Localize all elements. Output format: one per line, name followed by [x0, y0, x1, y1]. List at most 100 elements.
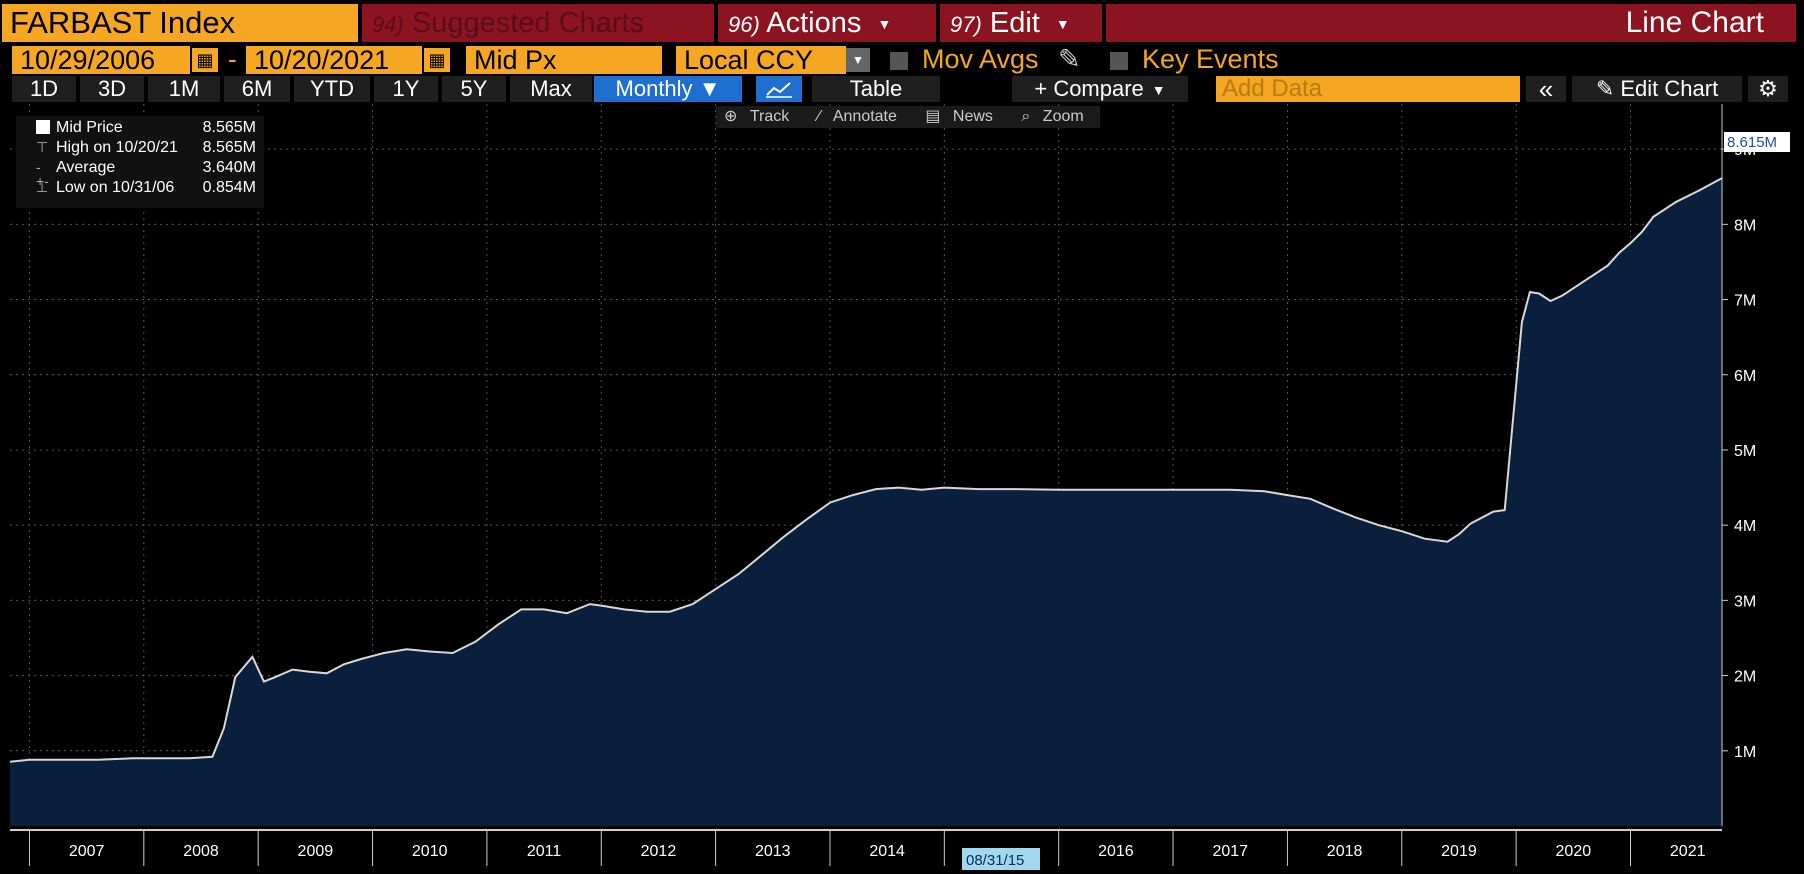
key-events-label[interactable]: Key Events	[1142, 44, 1279, 74]
range-button-max[interactable]: Max	[510, 76, 592, 102]
range-button-5y[interactable]: 5Y	[442, 76, 506, 102]
actions-menu-button[interactable]: 96) Actions ▼	[718, 4, 936, 42]
price-field-select[interactable]: Mid Px	[466, 46, 662, 74]
suggested-charts-num: 94)	[372, 12, 404, 37]
legend-value: 0.854M	[202, 179, 256, 196]
legend-label: High on 10/20/21	[56, 139, 178, 156]
mov-avgs-label[interactable]: Mov Avgs	[922, 44, 1039, 74]
table-view-button[interactable]: Table	[812, 76, 940, 102]
legend-value: 8.565M	[202, 139, 256, 156]
currency-dropdown-icon[interactable]: ▼	[846, 48, 870, 72]
chart-title-bar: Line Chart	[1106, 4, 1796, 42]
high-icon: ⊤	[36, 139, 49, 155]
actions-caret-icon: ▼	[877, 16, 892, 33]
x-tick-label: 2012	[641, 843, 677, 860]
edit-num: 97)	[950, 12, 982, 37]
end-calendar-icon[interactable]: ▦	[424, 48, 450, 72]
y-tick-label: 1M	[1734, 744, 1756, 761]
x-tick-label: 2013	[755, 843, 791, 860]
range-button-6m[interactable]: 6M	[224, 76, 290, 102]
range-button-3d[interactable]: 3D	[80, 76, 144, 102]
y-tick-label: 6M	[1734, 368, 1756, 385]
start-date-field[interactable]: 10/29/2006	[12, 46, 190, 74]
price-area-fill	[10, 178, 1722, 827]
cursor-date-tag: 08/31/15	[962, 848, 1040, 870]
mov-avgs-checkbox[interactable]	[890, 52, 908, 70]
x-tick-label: 2016	[1098, 843, 1134, 860]
x-axis: 2007 2008 2009 2010 2011 2012 2013 2014 2016 2017…	[10, 829, 1722, 866]
x-tick-label: 2007	[69, 843, 105, 860]
key-events-checkbox[interactable]	[1110, 52, 1128, 70]
compare-label: Compare	[1053, 76, 1144, 101]
low-icon: ⊥	[36, 179, 49, 195]
end-date-field[interactable]: 10/20/2021	[246, 46, 422, 74]
line-chart-view-icon[interactable]	[756, 76, 802, 102]
security-ticker[interactable]: FARBAST Index	[2, 4, 358, 42]
chart-area[interactable]: 1M2M3M4M5M6M7M8M9M 200720082009201020112…	[0, 104, 1804, 874]
annotate-label: Annotate	[832, 108, 897, 125]
legend-row-high: High on 10/20/21 8.565M	[56, 138, 256, 158]
x-tick-label: 2011	[527, 843, 562, 860]
start-calendar-icon[interactable]: ▦	[192, 48, 218, 72]
y-tick-label: 2M	[1734, 669, 1756, 686]
last-value-tag: 8.615M	[1724, 132, 1790, 152]
price-chart[interactable]: 1M2M3M4M5M6M7M8M9M 200720082009201020112…	[0, 104, 1804, 874]
plus-icon: +	[1034, 76, 1054, 101]
legend-value: 3.640M	[202, 159, 256, 176]
edit-chart-button[interactable]: ✎ Edit Chart	[1572, 76, 1742, 102]
average-icon: -+-	[36, 159, 49, 189]
cursor-date-text: 08/31/15	[966, 852, 1024, 869]
date-separator: -	[228, 44, 237, 74]
range-button-1m[interactable]: 1M	[148, 76, 220, 102]
track-tool[interactable]: ⊕ Track	[716, 106, 805, 128]
chart-legend: Mid Price 8.565M ⊤ High on 10/20/21 8.565M…	[16, 116, 264, 208]
range-button-1d[interactable]: 1D	[12, 76, 76, 102]
x-tick-label: 2019	[1441, 843, 1477, 860]
y-tick-label: 4M	[1734, 518, 1756, 535]
x-tick-label: 2018	[1327, 843, 1363, 860]
toolbar: 1D 3D 1M 6M YTD 1Y 5Y Max Monthly ▼ Tabl…	[0, 74, 1804, 104]
track-label: Track	[749, 108, 790, 125]
legend-row-mid-price: Mid Price 8.565M	[56, 118, 256, 138]
edit-chart-label: Edit Chart	[1620, 76, 1719, 101]
y-axis: 1M2M3M4M5M6M7M8M9M	[1721, 104, 1756, 826]
legend-row-low: Low on 10/31/06 0.854M	[56, 178, 256, 198]
edit-chart-pencil-icon: ✎	[1595, 76, 1621, 101]
actions-num: 96)	[728, 12, 760, 37]
pencil-icon[interactable]: ✎	[1058, 44, 1081, 74]
chart-subtools: ⊕ Track ⁄ Annotate ▤ News ⌕ Zoom	[716, 106, 1100, 128]
price-line	[9, 177, 1723, 763]
x-tick-label: 2017	[1212, 843, 1248, 860]
annotate-tool[interactable]: ⁄ Annotate	[810, 106, 913, 128]
legend-label: Low on 10/31/06	[56, 179, 175, 196]
frequency-caret-icon: ▼	[698, 76, 721, 101]
news-label: News	[952, 108, 993, 125]
x-tick-label: 2021	[1670, 843, 1706, 860]
edit-menu-button[interactable]: 97) Edit ▼	[940, 4, 1102, 42]
line-chart-glyph	[766, 82, 792, 98]
range-button-ytd[interactable]: YTD	[294, 76, 370, 102]
edit-caret-icon: ▼	[1055, 16, 1070, 33]
suggested-charts-label: Suggested Charts	[411, 7, 645, 39]
header-bar: FARBAST Index 94) Suggested Charts 96) A…	[0, 0, 1804, 44]
range-button-1y[interactable]: 1Y	[374, 76, 438, 102]
zoom-tool[interactable]: ⌕ Zoom	[1013, 106, 1099, 128]
suggested-charts-button[interactable]: 94) Suggested Charts	[362, 4, 714, 42]
x-tick-label: 2008	[183, 843, 219, 860]
y-tick-label: 7M	[1734, 293, 1756, 310]
settings-gear-icon[interactable]: ⚙	[1748, 76, 1788, 102]
y-tick-label: 5M	[1734, 443, 1756, 460]
legend-row-average: Average 3.640M	[56, 158, 256, 178]
controls-bar: 10/29/2006 ▦ - 10/20/2021 ▦ Mid Px Local…	[0, 44, 1804, 74]
y-tick-label: 3M	[1734, 593, 1756, 610]
compare-caret-icon: ▼	[1151, 82, 1166, 99]
compare-button[interactable]: + Compare ▼	[1012, 76, 1188, 102]
add-data-input[interactable]: Add Data	[1216, 76, 1520, 102]
currency-select[interactable]: Local CCY	[676, 46, 846, 74]
x-tick-label: 2010	[412, 843, 448, 860]
news-tool[interactable]: ▤ News	[917, 106, 1009, 128]
frequency-select[interactable]: Monthly ▼	[594, 76, 742, 102]
last-value-text: 8.615M	[1727, 134, 1777, 151]
x-tick-label: 2020	[1556, 843, 1592, 860]
collapse-double-chevron-icon[interactable]: «	[1526, 76, 1566, 102]
